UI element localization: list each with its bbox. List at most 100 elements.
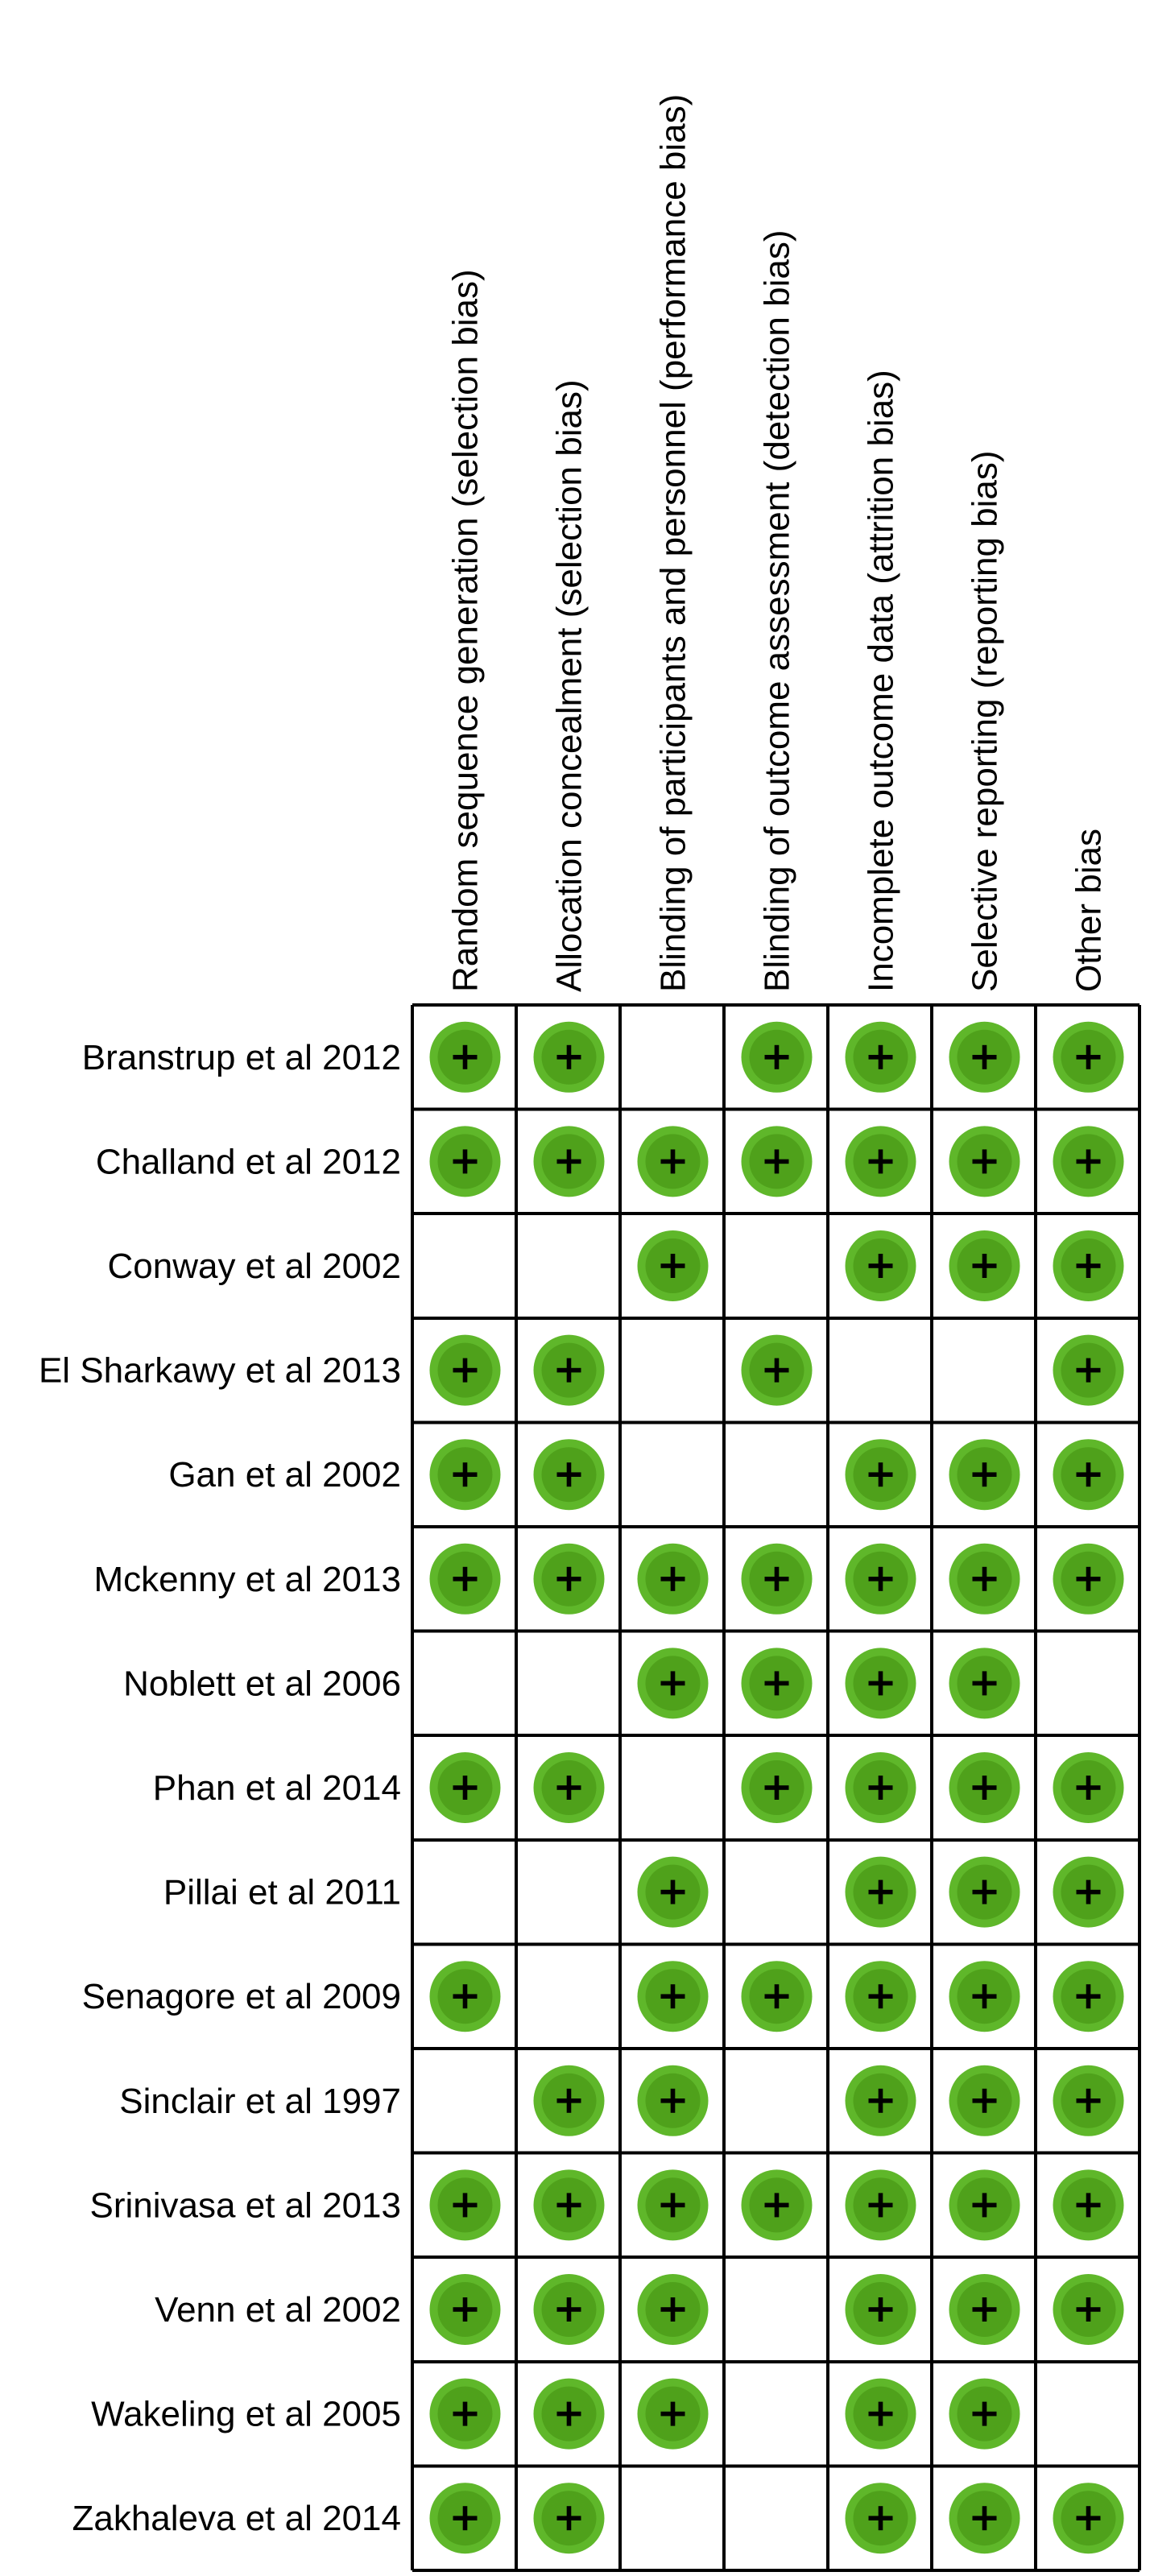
study-label: Sinclair et al 1997 (119, 2082, 401, 2121)
low-risk-mark (1053, 1543, 1124, 1615)
column-label: Blinding of participants and personnel (… (654, 94, 693, 992)
low-risk-mark (949, 2169, 1020, 2241)
low-risk-mark (1053, 2065, 1124, 2136)
study-label: Pillai et al 2011 (163, 1873, 401, 1912)
study-label: Zakhaleva et al 2014 (72, 2499, 401, 2538)
low-risk-mark (949, 2065, 1020, 2136)
low-risk-mark (1053, 2274, 1124, 2345)
low-risk-mark (533, 1334, 605, 1406)
column-label: Random sequence generation (selection bi… (446, 269, 486, 992)
low-risk-mark (1053, 1752, 1124, 1823)
study-label: Challand et al 2012 (96, 1142, 401, 1181)
low-risk-mark (949, 1856, 1020, 1928)
low-risk-mark (845, 1230, 916, 1301)
low-risk-mark (741, 1752, 813, 1823)
low-risk-mark (637, 2378, 709, 2450)
low-risk-mark (533, 1752, 605, 1823)
grid (411, 1003, 1141, 2572)
low-risk-mark (1053, 1021, 1124, 1093)
low-risk-mark (429, 2169, 501, 2241)
study-label: Noblett et al 2006 (123, 1664, 401, 1703)
low-risk-mark (637, 1856, 709, 1928)
low-risk-mark (845, 1126, 916, 1197)
low-risk-mark (637, 1543, 709, 1615)
low-risk-mark (533, 2169, 605, 2241)
column-label: Selective reporting (reporting bias) (966, 450, 1005, 992)
low-risk-mark (949, 2483, 1020, 2554)
low-risk-mark (1053, 1961, 1124, 2032)
low-risk-mark (637, 1648, 709, 1719)
low-risk-mark (637, 2274, 709, 2345)
low-risk-mark (1053, 1230, 1124, 1301)
low-risk-mark (429, 1126, 501, 1197)
low-risk-mark (949, 1126, 1020, 1197)
low-risk-mark (741, 1021, 813, 1093)
low-risk-mark (533, 1021, 605, 1093)
low-risk-mark (845, 1856, 916, 1928)
low-risk-mark (845, 1752, 916, 1823)
low-risk-mark (637, 2169, 709, 2241)
low-risk-mark (637, 2065, 709, 2136)
low-risk-mark (533, 2378, 605, 2450)
low-risk-mark (845, 2378, 916, 2450)
low-risk-mark (949, 1961, 1020, 2032)
low-risk-mark (845, 1439, 916, 1511)
study-label: El Sharkawy et al 2013 (39, 1351, 401, 1391)
study-label: Mckenny et al 2013 (93, 1560, 401, 1599)
low-risk-mark (1053, 2483, 1124, 2554)
column-label: Allocation concealment (selection bias) (550, 379, 589, 992)
study-label: Conway et al 2002 (108, 1247, 401, 1286)
study-label: Venn et al 2002 (155, 2290, 401, 2330)
low-risk-mark (845, 1543, 916, 1615)
low-risk-mark (845, 2483, 916, 2554)
low-risk-mark (949, 1648, 1020, 1719)
low-risk-mark (741, 1543, 813, 1615)
low-risk-mark (429, 1021, 501, 1093)
low-risk-mark (845, 2169, 916, 2241)
row-labels: Branstrup et al 2012 Challand et al 2012 C… (39, 1038, 401, 2538)
low-risk-mark (845, 2274, 916, 2345)
low-risk-mark (741, 1334, 813, 1406)
low-risk-mark (533, 1439, 605, 1511)
study-label: Srinivasa et al 2013 (90, 2185, 401, 2225)
low-risk-mark (637, 1961, 709, 2032)
low-risk-mark (429, 2483, 501, 2554)
low-risk-mark (533, 1543, 605, 1615)
column-label: Incomplete outcome data (attrition bias) (862, 370, 901, 992)
low-risk-mark (429, 1439, 501, 1511)
column-label: Blinding of outcome assessment (detectio… (758, 230, 797, 993)
low-risk-mark (429, 2274, 501, 2345)
low-risk-mark (845, 1021, 916, 1093)
study-label: Senagore et al 2009 (82, 1977, 401, 2016)
low-risk-mark (533, 2274, 605, 2345)
low-risk-mark (637, 1230, 709, 1301)
low-risk-mark (845, 2065, 916, 2136)
low-risk-mark (533, 2483, 605, 2554)
study-label: Wakeling et al 2005 (91, 2395, 401, 2434)
low-risk-mark (429, 2378, 501, 2450)
low-risk-mark (429, 1752, 501, 1823)
low-risk-mark (741, 2169, 813, 2241)
low-risk-mark (741, 1961, 813, 2032)
low-risk-mark (949, 1543, 1020, 1615)
low-risk-mark (533, 1126, 605, 1197)
low-risk-mark (741, 1648, 813, 1719)
low-risk-mark (533, 2065, 605, 2136)
low-risk-mark (1053, 1439, 1124, 1511)
study-label: Branstrup et al 2012 (82, 1038, 401, 1077)
low-risk-mark (949, 1021, 1020, 1093)
low-risk-mark (1053, 1334, 1124, 1406)
column-label: Other bias (1069, 829, 1109, 992)
low-risk-mark (845, 1648, 916, 1719)
study-label: Gan et al 2002 (168, 1455, 401, 1495)
low-risk-mark (1053, 1856, 1124, 1928)
low-risk-mark (949, 1230, 1020, 1301)
low-risk-mark (949, 2274, 1020, 2345)
low-risk-mark (637, 1126, 709, 1197)
low-risk-mark (1053, 1126, 1124, 1197)
low-risk-mark (845, 1961, 916, 2032)
low-risk-mark (949, 2378, 1020, 2450)
judgement-marks (429, 1021, 1124, 2554)
low-risk-mark (1053, 2169, 1124, 2241)
